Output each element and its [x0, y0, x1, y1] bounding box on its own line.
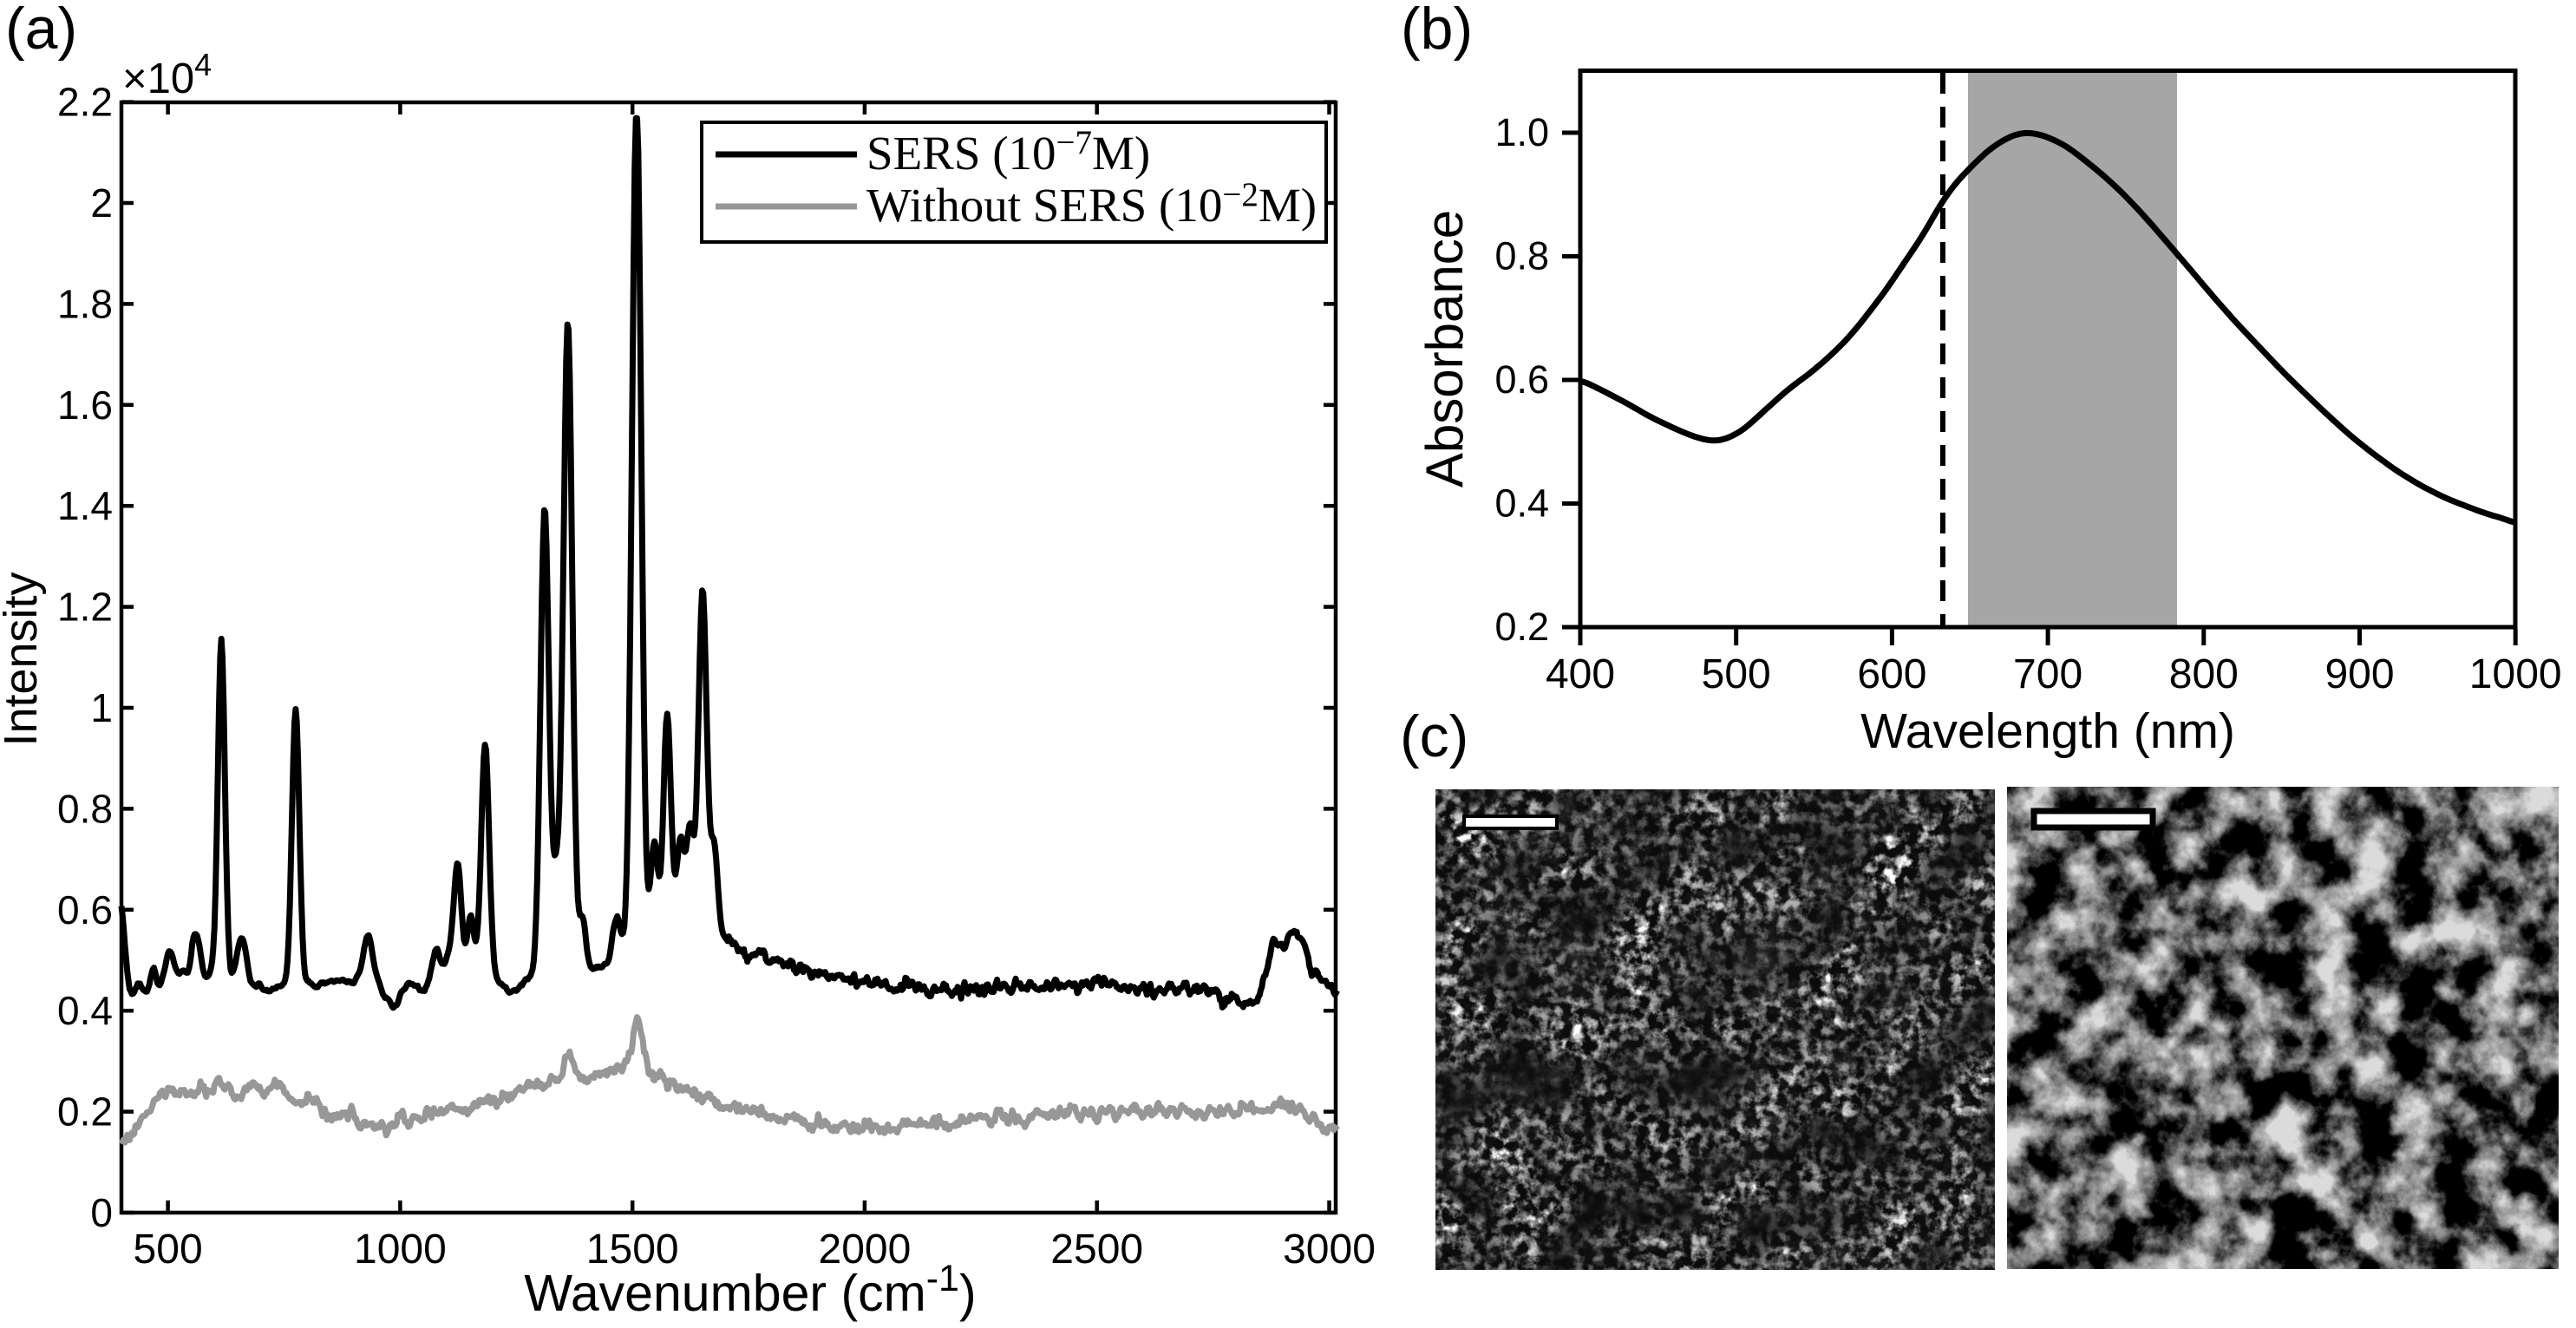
svg-text:2.2: 2.2 [57, 80, 113, 125]
svg-text:(a): (a) [5, 0, 77, 62]
svg-text:0.4: 0.4 [57, 988, 113, 1033]
svg-text:2000: 2000 [819, 1227, 912, 1272]
svg-text:0.6: 0.6 [57, 887, 113, 932]
svg-text:×104: ×104 [122, 47, 212, 102]
svg-text:1000: 1000 [354, 1227, 447, 1272]
svg-text:600: 600 [1857, 651, 1926, 697]
svg-text:Wavelength (nm): Wavelength (nm) [1860, 703, 2235, 759]
svg-text:(b): (b) [1401, 0, 1473, 62]
svg-text:1: 1 [90, 685, 113, 730]
svg-text:Intensity: Intensity [0, 572, 47, 746]
svg-text:2500: 2500 [1050, 1227, 1143, 1272]
svg-text:0: 0 [90, 1190, 113, 1235]
svg-text:0.6: 0.6 [1494, 357, 1549, 402]
svg-text:0.8: 0.8 [57, 786, 113, 831]
svg-text:800: 800 [2169, 651, 2239, 697]
svg-text:3000: 3000 [1283, 1227, 1376, 1272]
svg-text:0.4: 0.4 [1494, 481, 1549, 526]
svg-text:900: 900 [2324, 651, 2394, 697]
svg-text:1000: 1000 [2469, 651, 2562, 697]
svg-text:0.8: 0.8 [1494, 234, 1549, 278]
svg-text:1.4: 1.4 [57, 483, 113, 528]
svg-text:0.2: 0.2 [1494, 605, 1549, 649]
svg-text:SERS (10−7M): SERS (10−7M) [866, 124, 1150, 180]
svg-text:1.8: 1.8 [57, 281, 113, 326]
svg-text:700: 700 [2013, 651, 2082, 697]
svg-text:1.0: 1.0 [1494, 110, 1549, 154]
svg-text:1.2: 1.2 [57, 585, 113, 630]
svg-text:(c): (c) [1400, 703, 1468, 769]
svg-text:0.2: 0.2 [57, 1089, 113, 1135]
svg-text:400: 400 [1546, 651, 1615, 697]
svg-text:Wavenumber (cm-1): Wavenumber (cm-1) [524, 1258, 976, 1322]
svg-text:2: 2 [90, 180, 113, 226]
svg-text:500: 500 [134, 1227, 203, 1272]
svg-text:1.6: 1.6 [57, 383, 113, 428]
svg-text:Absorbance: Absorbance [1415, 210, 1474, 487]
svg-text:500: 500 [1702, 651, 1771, 697]
svg-text:1500: 1500 [586, 1227, 679, 1272]
